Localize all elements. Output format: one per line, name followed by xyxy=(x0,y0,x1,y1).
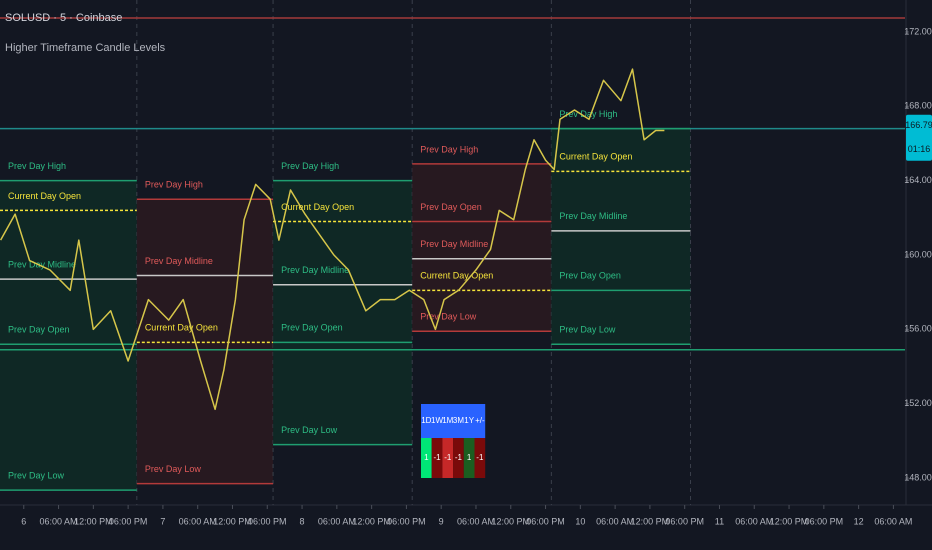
x-tick-label: 12:00 PM xyxy=(213,516,252,526)
x-tick-label: 06:00 PM xyxy=(248,516,287,526)
y-tick-label: 160.00 xyxy=(904,249,932,259)
x-tick-label: 12:00 PM xyxy=(631,516,670,526)
level-label: Prev Day Midline xyxy=(420,239,488,249)
range-fill xyxy=(412,163,552,332)
level-label: Prev Day High xyxy=(420,144,478,154)
level-label: Prev Day Open xyxy=(281,323,343,333)
table-cell-bg xyxy=(421,438,432,478)
table-cell: 1 xyxy=(467,453,472,462)
level-label: Prev Day High xyxy=(145,180,203,190)
level-label: Prev Day Open xyxy=(8,325,70,335)
table-cell: -1 xyxy=(476,453,484,462)
chart-title: SOLUSD · 5 · Coinbase xyxy=(5,12,122,24)
x-tick-label: 12:00 PM xyxy=(770,516,809,526)
x-tick-label: 06:00 AM xyxy=(874,516,912,526)
level-label: Prev Day Midline xyxy=(559,211,627,221)
level-label: Current Day Open xyxy=(145,323,218,333)
y-tick-label: 152.00 xyxy=(904,398,932,408)
x-tick-label: 12:00 PM xyxy=(74,516,113,526)
y-tick-label: 156.00 xyxy=(904,324,932,334)
x-tick-label: 06:00 PM xyxy=(109,516,148,526)
x-tick-label: 06:00 PM xyxy=(526,516,565,526)
level-label: Prev Day Low xyxy=(559,325,616,335)
y-tick-label: 172.00 xyxy=(904,26,932,36)
x-tick-label: 06:00 AM xyxy=(318,516,356,526)
x-tick-label: 12:00 PM xyxy=(352,516,391,526)
x-tick-label: 8 xyxy=(300,516,305,526)
level-label: Prev Day Midline xyxy=(281,265,349,275)
x-tick-label: 06:00 AM xyxy=(40,516,78,526)
x-tick-label: 9 xyxy=(439,516,444,526)
table-cell-bg xyxy=(474,438,486,478)
table-header: 1W xyxy=(431,416,443,425)
level-label: Prev Day Low xyxy=(145,464,202,474)
table-cell-bg xyxy=(442,438,454,478)
range-fill xyxy=(136,199,274,484)
level-label: Prev Day Midline xyxy=(8,260,76,270)
x-tick-label: 06:00 PM xyxy=(387,516,426,526)
level-label: Prev Day Open xyxy=(559,271,621,281)
y-tick-label: 164.00 xyxy=(904,175,932,185)
table-header: +/- xyxy=(475,416,485,425)
level-label: Current Day Open xyxy=(281,202,354,212)
y-tick-label: 148.00 xyxy=(904,472,932,482)
level-label: Current Day Open xyxy=(8,191,81,201)
x-tick-label: 06:00 AM xyxy=(735,516,773,526)
x-tick-label: 06:00 AM xyxy=(457,516,495,526)
level-label: Prev Day High xyxy=(559,109,617,119)
level-label: Prev Day Open xyxy=(420,202,482,212)
x-tick-label: 06:00 PM xyxy=(665,516,704,526)
level-label: Prev Day High xyxy=(8,161,66,171)
level-label: Prev Day Low xyxy=(281,425,338,435)
table-header: 1M xyxy=(442,416,453,425)
level-label: Prev Day Low xyxy=(420,312,477,322)
range-fill xyxy=(551,128,691,345)
level-label: Prev Day Low xyxy=(8,471,65,481)
table-cell: -1 xyxy=(433,453,441,462)
level-label: Prev Day High xyxy=(281,161,339,171)
table-cell: -1 xyxy=(455,453,463,462)
table-header-bg xyxy=(421,404,486,438)
y-tick-label: 168.00 xyxy=(904,101,932,111)
range-fill xyxy=(0,180,137,491)
chart-subtitle: Higher Timeframe Candle Levels xyxy=(5,42,166,54)
x-tick-label: 06:00 PM xyxy=(805,516,844,526)
x-tick-label: 7 xyxy=(160,516,165,526)
x-tick-label: 10 xyxy=(575,516,585,526)
last-price-label: 166.79 xyxy=(905,120,932,130)
price-line xyxy=(0,68,665,411)
x-tick-label: 06:00 AM xyxy=(596,516,634,526)
table-cell-bg xyxy=(453,438,464,478)
table-cell: 1 xyxy=(424,453,429,462)
level-label: Current Day Open xyxy=(420,271,493,281)
x-tick-label: 11 xyxy=(715,516,724,526)
range-fill xyxy=(273,180,413,445)
countdown-label: 01:16 xyxy=(908,144,931,154)
table-header: 1Y xyxy=(464,416,474,425)
table-cell: -1 xyxy=(444,453,452,462)
x-tick-label: 12:00 PM xyxy=(491,516,530,526)
table-cell-bg xyxy=(431,438,443,478)
table-cell-bg xyxy=(463,438,475,478)
x-tick-label: 6 xyxy=(21,516,26,526)
last-price-badge xyxy=(906,114,932,161)
table-header: 3M xyxy=(453,416,464,425)
level-label: Prev Day Midline xyxy=(145,256,213,266)
table-header: 1D xyxy=(421,416,431,425)
x-tick-label: 06:00 AM xyxy=(179,516,217,526)
level-label: Current Day Open xyxy=(559,152,632,162)
x-tick-label: 12 xyxy=(854,516,864,526)
